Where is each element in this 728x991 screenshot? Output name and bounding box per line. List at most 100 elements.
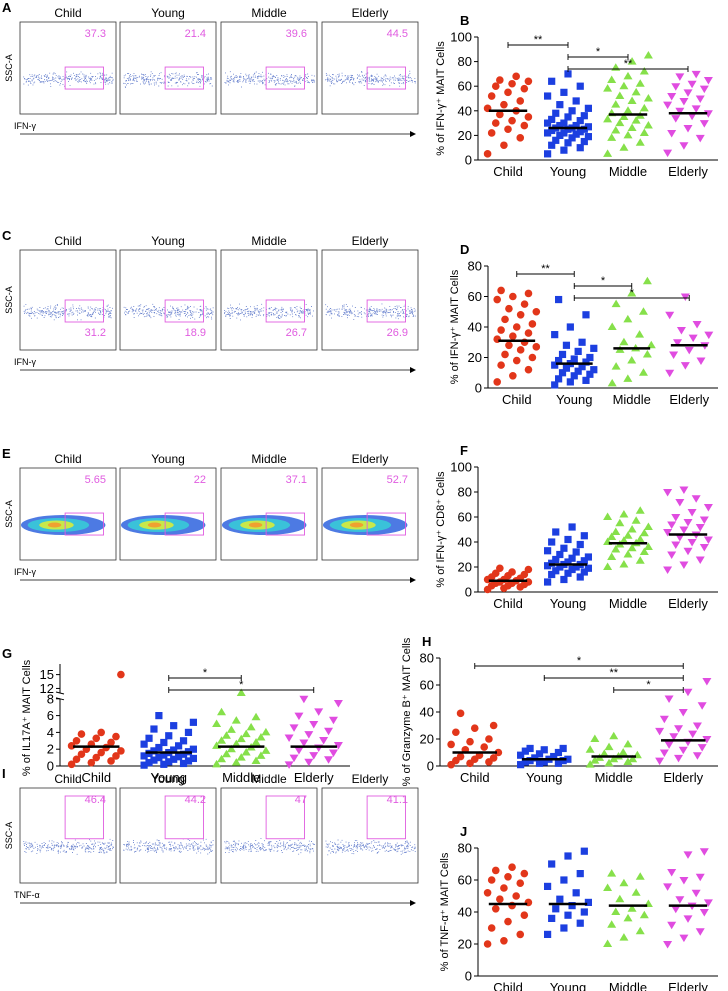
data-point xyxy=(585,760,595,768)
significance-bracket: ** xyxy=(507,34,569,48)
flow-plot-title: Young xyxy=(151,6,185,20)
data-point xyxy=(117,747,125,755)
data-point xyxy=(683,547,693,556)
data-point xyxy=(528,353,537,362)
data-point xyxy=(512,356,521,365)
y-axis-title: % of TNF-α⁺ MAIT Cells xyxy=(439,852,451,971)
data-point xyxy=(145,734,153,742)
data-point xyxy=(556,563,564,571)
data-point xyxy=(675,534,685,542)
flow-plot-frame xyxy=(220,467,318,561)
data-point xyxy=(619,143,629,151)
data-point xyxy=(627,57,637,65)
data-point xyxy=(552,109,560,117)
data-point xyxy=(92,734,101,743)
gate-rectangle xyxy=(366,299,406,323)
x-category-label: Elderly xyxy=(668,980,708,991)
data-point xyxy=(683,851,693,859)
event-dots xyxy=(23,71,114,88)
data-point xyxy=(639,66,649,75)
data-point xyxy=(516,879,525,887)
gate-percentage: 26.7 xyxy=(286,327,307,339)
data-point xyxy=(526,744,534,753)
data-point xyxy=(304,758,314,767)
flow-cytometry-panels: ASSC-AIFN-γChild37.3Young21.4Middle39.6E… xyxy=(2,0,419,906)
x-category-label: Young xyxy=(550,164,586,179)
data-point xyxy=(671,541,681,549)
flow-plot-title: Child xyxy=(54,772,81,786)
gate-rectangle xyxy=(64,795,104,840)
data-point xyxy=(520,911,529,919)
data-point xyxy=(611,63,621,71)
data-point xyxy=(165,758,173,766)
data-point xyxy=(170,722,178,730)
data-point xyxy=(562,341,571,349)
data-point xyxy=(619,560,629,568)
data-point xyxy=(221,749,231,758)
data-point xyxy=(544,119,552,127)
data-point xyxy=(520,300,529,308)
event-dots xyxy=(123,303,214,320)
data-point xyxy=(548,570,556,579)
data-point xyxy=(663,101,673,110)
data-point xyxy=(667,869,677,877)
data-point xyxy=(552,528,560,536)
data-point xyxy=(696,357,706,366)
data-point xyxy=(623,314,633,323)
data-point xyxy=(251,737,261,746)
data-point xyxy=(572,548,580,556)
gate-rectangle xyxy=(265,512,305,536)
data-point xyxy=(241,729,251,738)
data-point xyxy=(623,550,633,558)
data-point xyxy=(217,754,227,763)
data-point xyxy=(590,344,598,352)
data-point xyxy=(688,334,698,343)
data-point xyxy=(150,747,158,755)
flow-plot-elderly: Elderly 44.5 xyxy=(321,6,419,115)
data-point xyxy=(491,905,500,913)
flow-plot-child: Child 31.2 xyxy=(19,234,117,351)
y-tick-label: 8 xyxy=(47,691,54,706)
data-point xyxy=(548,860,556,868)
data-point xyxy=(72,737,81,745)
gate-percentage: 26.9 xyxy=(387,327,408,339)
y-axis-title: % of IFN-γ⁺ MAIT Cells xyxy=(449,269,461,384)
data-point xyxy=(627,123,637,132)
data-point xyxy=(309,752,319,760)
data-point xyxy=(489,721,498,730)
data-point xyxy=(496,564,504,573)
data-point xyxy=(236,734,246,743)
data-point xyxy=(623,739,633,748)
series-middle xyxy=(585,731,642,768)
data-point xyxy=(611,125,621,134)
data-point xyxy=(683,125,693,133)
data-point xyxy=(540,746,548,754)
flow-plot-title: Elderly xyxy=(352,234,389,248)
data-point xyxy=(447,740,455,749)
data-point xyxy=(576,117,584,125)
series-young xyxy=(544,523,592,586)
data-point xyxy=(324,727,334,736)
data-point xyxy=(532,307,541,316)
flow-plot-child: Child 37.3 xyxy=(19,6,117,115)
series-young xyxy=(140,712,197,769)
series-middle xyxy=(603,869,653,947)
data-point xyxy=(627,288,637,297)
gate-rectangle xyxy=(265,66,305,90)
data-point xyxy=(299,739,309,747)
data-point xyxy=(328,749,338,758)
data-point xyxy=(509,372,517,380)
data-point xyxy=(497,361,505,369)
data-point xyxy=(635,138,645,146)
significance-label: * xyxy=(646,679,651,691)
x-category-label: Elderly xyxy=(668,596,708,611)
data-point xyxy=(582,311,590,319)
flow-plot-frame xyxy=(321,21,419,115)
data-point xyxy=(551,381,559,389)
data-point xyxy=(678,709,688,717)
data-point xyxy=(452,728,460,737)
data-point xyxy=(671,83,681,91)
data-point xyxy=(516,346,525,354)
data-point xyxy=(179,759,188,768)
significance-bracket: * xyxy=(567,46,629,60)
